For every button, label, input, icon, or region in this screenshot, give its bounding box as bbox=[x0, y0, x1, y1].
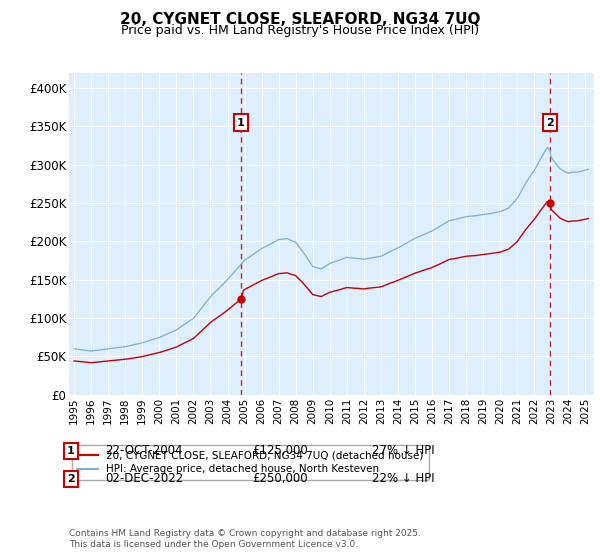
Text: 1: 1 bbox=[67, 446, 74, 456]
Text: 1: 1 bbox=[237, 118, 245, 128]
Text: 2: 2 bbox=[67, 474, 74, 484]
Text: Price paid vs. HM Land Registry's House Price Index (HPI): Price paid vs. HM Land Registry's House … bbox=[121, 24, 479, 37]
Text: 22-OCT-2004: 22-OCT-2004 bbox=[105, 444, 182, 458]
Text: 2: 2 bbox=[546, 118, 554, 128]
Text: 27% ↓ HPI: 27% ↓ HPI bbox=[372, 444, 434, 458]
Text: 20, CYGNET CLOSE, SLEAFORD, NG34 7UQ: 20, CYGNET CLOSE, SLEAFORD, NG34 7UQ bbox=[120, 12, 480, 27]
Text: 22% ↓ HPI: 22% ↓ HPI bbox=[372, 472, 434, 486]
Legend: 20, CYGNET CLOSE, SLEAFORD, NG34 7UQ (detached house), HPI: Average price, detac: 20, CYGNET CLOSE, SLEAFORD, NG34 7UQ (de… bbox=[71, 445, 428, 480]
Text: Contains HM Land Registry data © Crown copyright and database right 2025.
This d: Contains HM Land Registry data © Crown c… bbox=[69, 529, 421, 549]
Text: £250,000: £250,000 bbox=[252, 472, 308, 486]
Text: £125,000: £125,000 bbox=[252, 444, 308, 458]
Text: 02-DEC-2022: 02-DEC-2022 bbox=[105, 472, 183, 486]
